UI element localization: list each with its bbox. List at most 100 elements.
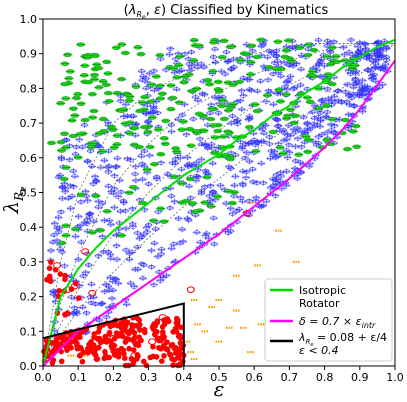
blue-cross-marker	[201, 141, 210, 148]
green-ellipse-marker	[281, 92, 291, 97]
blue-cross-marker	[172, 86, 181, 93]
blue-cross-marker	[265, 133, 274, 140]
green-ellipse-marker	[280, 54, 290, 60]
blue-cross-marker	[104, 183, 113, 190]
blue-cross-marker	[109, 190, 118, 197]
green-ellipse-marker	[153, 127, 163, 132]
green-ellipse-marker	[104, 98, 114, 104]
blue-cross-marker	[143, 119, 152, 126]
blue-cross-marker	[351, 70, 360, 77]
green-ellipse-marker	[125, 120, 135, 125]
blue-cross-marker	[177, 166, 186, 173]
blue-cross-marker	[358, 90, 367, 97]
blue-cross-marker	[104, 283, 113, 290]
green-ellipse-marker	[234, 79, 244, 85]
green-ellipse-marker	[307, 69, 317, 74]
blue-cross-marker	[100, 288, 109, 295]
blue-cross-marker	[251, 197, 260, 204]
blue-cross-marker	[330, 93, 339, 100]
green-ellipse-marker	[155, 83, 165, 88]
blue-cross-marker	[210, 46, 219, 53]
red-dot-marker	[136, 334, 142, 341]
blue-cross-marker	[293, 175, 302, 182]
blue-cross-marker	[270, 59, 279, 66]
green-ellipse-marker	[151, 74, 161, 79]
green-ellipse-marker	[251, 148, 261, 154]
blue-cross-marker	[358, 77, 367, 84]
delta-0p7-line	[42, 60, 396, 367]
green-ellipse-marker	[200, 200, 210, 205]
model-curves	[42, 38, 396, 367]
blue-cross-marker	[166, 45, 175, 52]
green-ellipse-marker	[174, 62, 184, 68]
blue-cross-marker	[83, 158, 92, 165]
blue-cross-marker	[142, 110, 151, 117]
blue-cross-marker	[248, 47, 257, 54]
green-ellipse-marker	[274, 87, 284, 93]
red-dot-marker	[158, 358, 165, 364]
blue-cross-marker	[245, 212, 254, 219]
blue-cross-marker	[110, 204, 119, 211]
blue-cross-marker	[195, 135, 204, 142]
green-ellipse-marker	[112, 90, 122, 96]
blue-cross-marker	[236, 194, 245, 201]
blue-cross-marker	[80, 122, 89, 129]
legend-label-isotropic-1: Isotropic	[299, 284, 346, 297]
green-ellipse-marker	[60, 61, 70, 67]
green-ellipse-marker	[89, 108, 99, 114]
blue-cross-marker	[310, 102, 319, 109]
blue-cross-marker	[171, 155, 180, 162]
blue-cross-marker	[149, 281, 158, 288]
blue-cross-marker	[102, 313, 111, 320]
green-ellipse-marker	[138, 200, 148, 206]
blue-cross-marker	[236, 138, 245, 145]
green-ellipse-marker	[159, 135, 169, 141]
blue-cross-marker	[170, 198, 179, 205]
blue-cross-marker	[131, 163, 140, 170]
red-dot-marker	[170, 362, 176, 368]
blue-cross-marker	[308, 124, 317, 131]
green-ellipse-marker	[120, 50, 130, 56]
blue-cross-marker	[314, 61, 323, 68]
green-ellipse-marker	[194, 111, 204, 117]
red-dot-marker	[106, 329, 113, 336]
blue-cross-marker	[318, 131, 327, 138]
red-dot-marker	[76, 352, 83, 359]
blue-cross-marker	[351, 75, 360, 82]
green-ellipse-marker	[309, 73, 319, 79]
blue-cross-marker	[192, 159, 201, 166]
green-ellipse-marker	[327, 81, 337, 87]
blue-cross-marker	[256, 78, 265, 85]
blue-cross-marker	[262, 198, 271, 205]
green-ellipse-marker	[101, 82, 111, 88]
blue-cross-marker	[247, 87, 256, 94]
green-ellipse-marker	[111, 45, 121, 51]
green-ellipse-marker	[102, 209, 112, 214]
blue-cross-marker	[373, 39, 382, 46]
green-ellipse-marker	[103, 71, 113, 76]
blue-cross-marker	[187, 49, 196, 56]
y-tick-label: 0.5	[20, 187, 38, 200]
green-ellipse-marker	[149, 161, 159, 167]
blue-cross-marker	[87, 163, 96, 170]
blue-cross-marker	[316, 117, 325, 124]
ylabel-sub: R	[12, 192, 26, 202]
green-ellipse-marker	[103, 90, 113, 96]
green-ellipse-marker	[64, 76, 74, 81]
blue-cross-marker	[314, 37, 323, 44]
y-tick-label: 1.0	[20, 13, 38, 26]
blue-cross-marker	[57, 154, 66, 161]
blue-cross-marker	[266, 184, 275, 191]
red-dot-marker	[91, 331, 98, 337]
blue-cross-marker	[122, 247, 131, 254]
blue-cross-marker	[56, 172, 65, 179]
red-dot-marker	[56, 287, 62, 294]
legend-delta-sub: intr	[362, 321, 376, 330]
blue-cross-marker	[106, 251, 115, 258]
blue-cross-marker	[242, 168, 251, 175]
green-ellipse-marker	[208, 68, 218, 74]
green-ellipse-marker	[166, 83, 176, 88]
red-dot-marker	[46, 273, 53, 280]
red-dot-marker	[49, 360, 56, 366]
red-dot-marker	[172, 344, 179, 351]
